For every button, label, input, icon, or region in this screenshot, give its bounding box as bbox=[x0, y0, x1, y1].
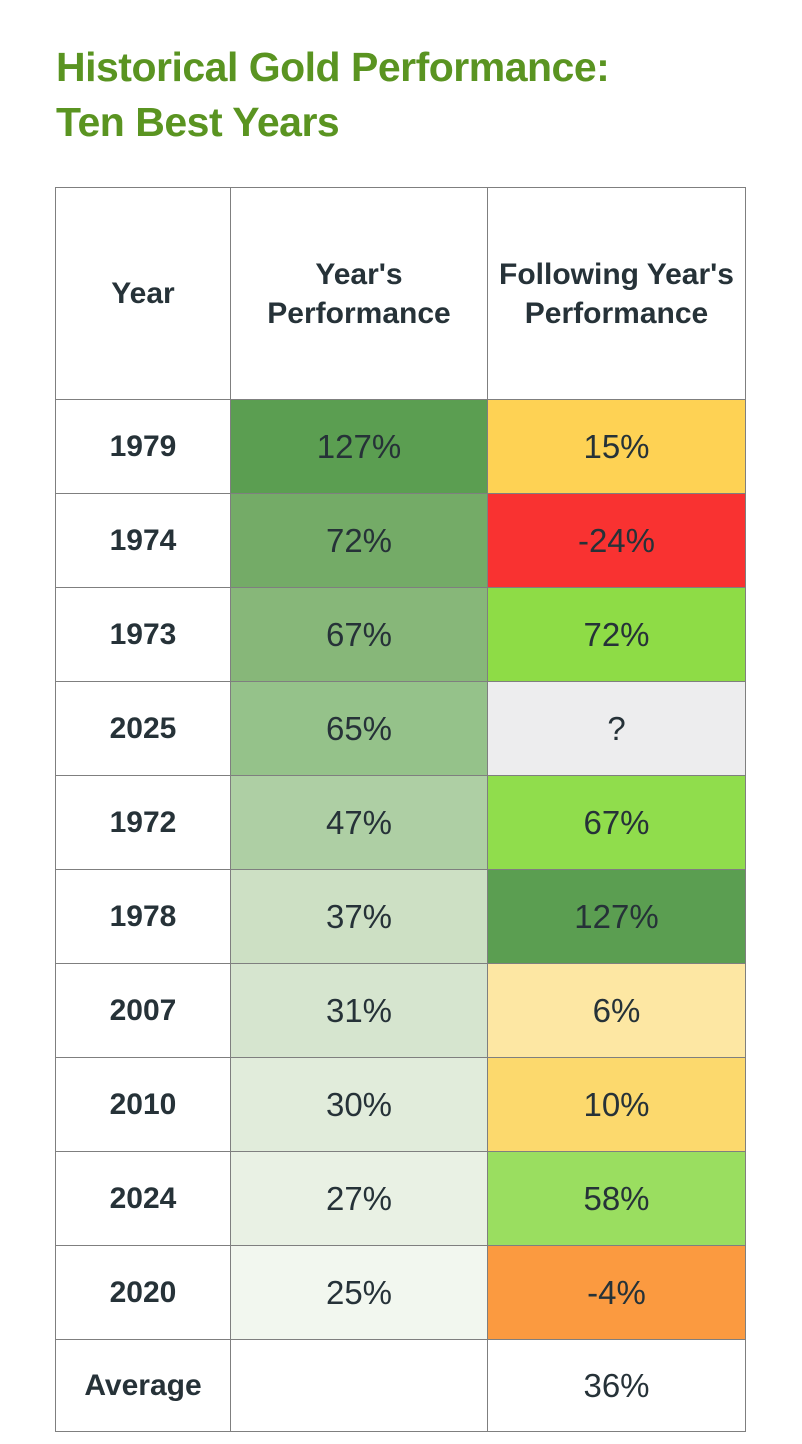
year-cell: 1979 bbox=[55, 399, 231, 495]
table-body: 1979 127% 15% 1974 72% -24% 1973 67% 72%… bbox=[55, 399, 746, 1341]
year-cell: 2007 bbox=[55, 963, 231, 1059]
table-row: 1972 47% 67% bbox=[55, 775, 746, 871]
performance-cell: 27% bbox=[230, 1151, 488, 1247]
page-title: Historical Gold Performance: Ten Best Yea… bbox=[56, 40, 762, 149]
performance-cell: 25% bbox=[230, 1245, 488, 1341]
following-performance-cell: 58% bbox=[487, 1151, 746, 1247]
table-row: 2025 65% ? bbox=[55, 681, 746, 777]
title-line-2: Ten Best Years bbox=[56, 98, 340, 145]
performance-cell: 65% bbox=[230, 681, 488, 777]
following-performance-cell: -24% bbox=[487, 493, 746, 589]
average-label: Average bbox=[55, 1339, 231, 1433]
performance-cell: 37% bbox=[230, 869, 488, 965]
gold-performance-table: Year Year's Performance Following Year's… bbox=[55, 187, 746, 1433]
header-years-performance: Year's Performance bbox=[230, 187, 488, 401]
table-row: 1974 72% -24% bbox=[55, 493, 746, 589]
table-row: 2020 25% -4% bbox=[55, 1245, 746, 1341]
year-cell: 2024 bbox=[55, 1151, 231, 1247]
year-cell: 1978 bbox=[55, 869, 231, 965]
table-row: 1973 67% 72% bbox=[55, 587, 746, 683]
average-row: Average 36% bbox=[55, 1339, 746, 1433]
following-performance-cell: 67% bbox=[487, 775, 746, 871]
table-row: 2010 30% 10% bbox=[55, 1057, 746, 1153]
following-performance-cell: 6% bbox=[487, 963, 746, 1059]
header-row: Year Year's Performance Following Year's… bbox=[55, 187, 746, 401]
following-performance-cell: 15% bbox=[487, 399, 746, 495]
performance-cell: 67% bbox=[230, 587, 488, 683]
performance-cell: 127% bbox=[230, 399, 488, 495]
year-cell: 2020 bbox=[55, 1245, 231, 1341]
title-line-1: Historical Gold Performance: bbox=[56, 44, 610, 90]
following-performance-cell: ? bbox=[487, 681, 746, 777]
performance-cell: 47% bbox=[230, 775, 488, 871]
year-cell: 2025 bbox=[55, 681, 231, 777]
following-performance-cell: 72% bbox=[487, 587, 746, 683]
performance-cell: 72% bbox=[230, 493, 488, 589]
table-row: 1978 37% 127% bbox=[55, 869, 746, 965]
year-cell: 1973 bbox=[55, 587, 231, 683]
following-performance-cell: 10% bbox=[487, 1057, 746, 1153]
header-following-years-performance: Following Year's Performance bbox=[487, 187, 746, 401]
year-cell: 2010 bbox=[55, 1057, 231, 1153]
average-following-performance-cell: 36% bbox=[487, 1339, 746, 1433]
average-performance-cell bbox=[230, 1339, 488, 1433]
header-year: Year bbox=[55, 187, 231, 401]
following-performance-cell: -4% bbox=[487, 1245, 746, 1341]
following-performance-cell: 127% bbox=[487, 869, 746, 965]
performance-cell: 30% bbox=[230, 1057, 488, 1153]
year-cell: 1972 bbox=[55, 775, 231, 871]
performance-cell: 31% bbox=[230, 963, 488, 1059]
year-cell: 1974 bbox=[55, 493, 231, 589]
table-row: 1979 127% 15% bbox=[55, 399, 746, 495]
table-row: 2007 31% 6% bbox=[55, 963, 746, 1059]
table-row: 2024 27% 58% bbox=[55, 1151, 746, 1247]
